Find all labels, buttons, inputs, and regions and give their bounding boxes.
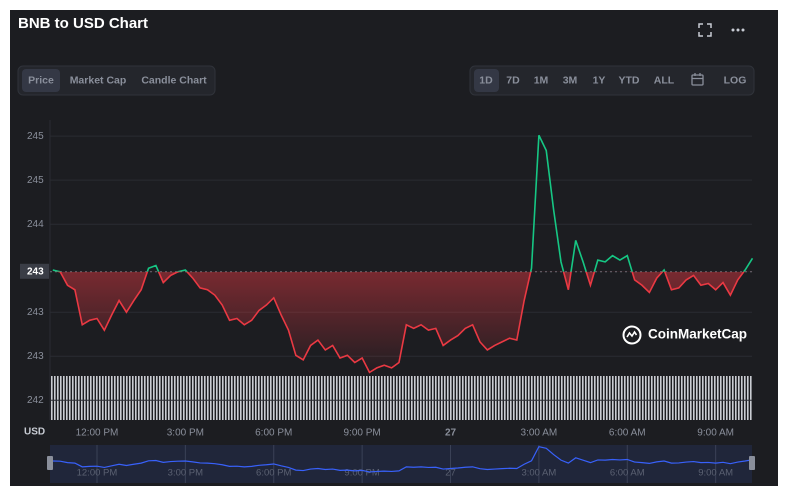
y-tick-label: 243 (27, 351, 44, 362)
range-group (469, 65, 755, 96)
currency-label: USD (24, 427, 45, 438)
log-button[interactable]: LOG (724, 74, 747, 86)
x-tick-label: 6:00 AM (609, 428, 646, 439)
navigator-label: 6:00 AM (610, 468, 645, 479)
price-line-down (56, 271, 745, 374)
navigator-label: 3:00 AM (521, 468, 556, 479)
watermark: CoinMarketCap (622, 325, 747, 345)
price-badge-label: 243 (27, 266, 44, 277)
navigator-handle (47, 456, 53, 470)
volume-bars (50, 376, 752, 420)
navigator-line (52, 445, 753, 473)
tab-group (17, 65, 216, 96)
chart-title: BNB to USD Chart (18, 15, 148, 32)
x-tick-label: 6:00 PM (255, 428, 292, 439)
navigator-label: 12:00 PM (77, 468, 118, 479)
fullscreen-icon[interactable] (698, 23, 712, 37)
y-tick-label: 245 (27, 175, 44, 186)
navigator-label: 9:00 PM (344, 468, 379, 479)
price-badge (20, 263, 49, 279)
x-tick-label: 3:00 PM (167, 428, 204, 439)
navigator-label: 27 (445, 468, 456, 479)
range-button[interactable]: 1D (479, 74, 493, 86)
y-tick-label: 244 (27, 219, 44, 230)
plot-area: 245 245 244 243 243 242 12:00 PM 3:00 PM 6:00 PM… (20, 120, 755, 483)
x-tick-label: 9:00 AM (697, 428, 734, 439)
range-selected (474, 69, 499, 92)
navigator (50, 445, 752, 483)
tab[interactable]: Price (28, 74, 54, 86)
navigator-handle (749, 456, 755, 470)
range-button[interactable]: ALL (654, 74, 675, 86)
calendar-icon[interactable] (691, 73, 704, 86)
navigator-label: 6:00 PM (256, 468, 291, 479)
navigator-label: 3:00 PM (168, 468, 203, 479)
x-tick-label: 9:00 PM (344, 428, 381, 439)
tab[interactable]: Candle Chart (141, 74, 207, 86)
watermark-text: CoinMarketCap (648, 327, 747, 342)
more-icon[interactable] (731, 28, 745, 32)
x-tick-label: 12:00 PM (76, 428, 119, 439)
range-button[interactable]: 1M (534, 74, 549, 86)
range-button[interactable]: 7D (506, 74, 520, 86)
navigator-label: 9:00 AM (698, 468, 733, 479)
tab[interactable]: Market Cap (70, 74, 127, 86)
tab-selected (22, 69, 60, 92)
price-area (60, 271, 744, 373)
x-tick-label: 3:00 AM (521, 428, 558, 439)
range-button[interactable]: 3M (563, 74, 578, 86)
range-button[interactable]: 1Y (593, 74, 606, 86)
range-button[interactable]: YTD (619, 74, 640, 86)
y-tick-label: 245 (27, 131, 44, 142)
y-tick-label: 243 (27, 307, 44, 318)
x-tick-label: 27 (445, 428, 457, 439)
y-tick-label: 242 (27, 395, 44, 406)
